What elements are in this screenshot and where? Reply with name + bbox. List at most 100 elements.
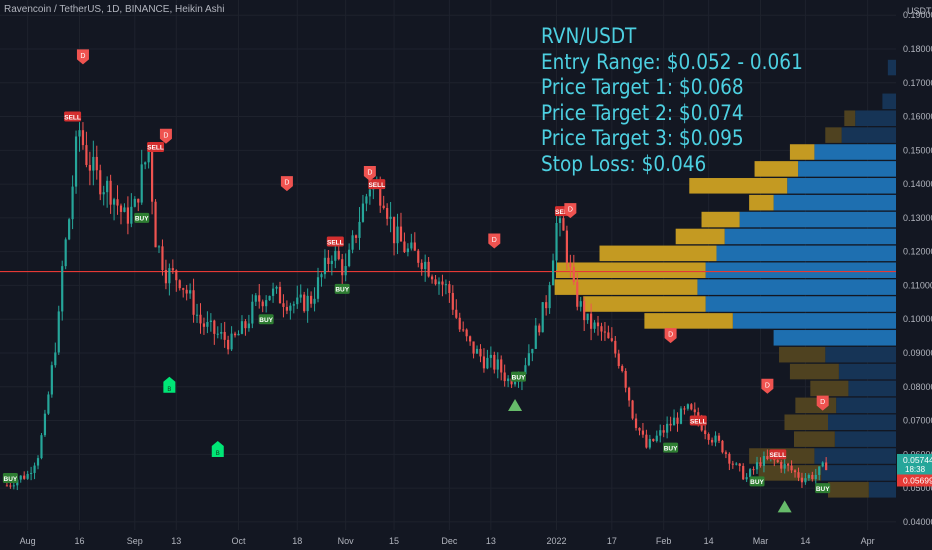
candle-body bbox=[672, 417, 676, 426]
candle-body bbox=[365, 196, 368, 204]
candle-body bbox=[261, 301, 264, 307]
time-axis[interactable]: Aug 16 Sep 13 Oct 18 Nov 15 Dec 13 2022 17 Feb 14 Mar 1… bbox=[0, 530, 932, 550]
candle-body bbox=[19, 475, 22, 480]
candlestick-series bbox=[5, 122, 828, 491]
candle-body bbox=[237, 333, 240, 336]
candle-body bbox=[227, 339, 230, 350]
candle-body bbox=[323, 257, 327, 275]
time-tick-label: 14 bbox=[800, 536, 810, 546]
bearish-diamond-marker bbox=[664, 328, 677, 344]
candle-body bbox=[354, 235, 358, 238]
buy-signal-tag bbox=[334, 283, 350, 294]
volume-profile-up-bar bbox=[887, 59, 896, 76]
volume-profile-up-bar bbox=[739, 211, 896, 228]
candle-body bbox=[296, 297, 299, 305]
time-tick-label: Mar bbox=[753, 536, 769, 546]
candle-body bbox=[410, 242, 413, 249]
candle-body bbox=[759, 462, 762, 466]
candle-body bbox=[683, 408, 686, 410]
volume-profile-up-bar bbox=[787, 178, 896, 194]
candle-body bbox=[793, 470, 797, 473]
candle-body bbox=[334, 250, 337, 261]
candle-body bbox=[330, 260, 333, 265]
candle-body bbox=[303, 294, 306, 312]
candle-body bbox=[455, 309, 458, 318]
candle-body bbox=[106, 180, 109, 193]
candle-body bbox=[482, 356, 486, 369]
volume-profile-up-bar bbox=[828, 414, 896, 431]
candle-body bbox=[724, 452, 728, 454]
candle-body bbox=[496, 359, 499, 370]
buy-signal-tag bbox=[134, 212, 150, 223]
triangle-up-marker bbox=[508, 399, 523, 412]
buy-signal-label: BUY bbox=[135, 216, 149, 223]
buy-signal-tag bbox=[663, 442, 679, 453]
candle-body bbox=[610, 338, 613, 341]
time-tick-label: 14 bbox=[704, 536, 714, 546]
sell-signal-tag bbox=[326, 236, 344, 247]
candle-body bbox=[313, 298, 316, 304]
candle-body bbox=[275, 286, 278, 289]
candle-body bbox=[344, 266, 347, 276]
candle-body bbox=[102, 192, 105, 195]
time-tick-label: Aug bbox=[20, 536, 36, 546]
candle-body bbox=[728, 453, 731, 464]
candle-body bbox=[126, 207, 129, 224]
trade-annotation: RVN/USDT Entry Range: $0.052 - 0.061 Pri… bbox=[541, 24, 845, 178]
bearish-diamond-marker bbox=[761, 378, 774, 394]
candle-body bbox=[510, 378, 513, 385]
reference-price-badge bbox=[897, 474, 932, 487]
bearish-diamond-marker bbox=[76, 49, 89, 65]
candle-body bbox=[244, 321, 247, 329]
time-tick-label: 13 bbox=[486, 536, 496, 546]
candle-body bbox=[5, 485, 9, 487]
volume-profile-up-bar bbox=[773, 194, 896, 211]
time-tick-label: 15 bbox=[389, 536, 399, 546]
candle-body bbox=[168, 268, 171, 284]
candle-body bbox=[9, 485, 12, 487]
candle-body bbox=[157, 246, 161, 248]
grid-lines bbox=[0, 0, 896, 530]
volume-profile-down-bar bbox=[675, 228, 725, 245]
candle-body bbox=[458, 317, 461, 330]
candle-body bbox=[271, 288, 275, 296]
candle-body bbox=[341, 259, 344, 276]
volume-profile-up-bar bbox=[855, 110, 896, 126]
candle-body bbox=[209, 320, 212, 322]
candle-body bbox=[735, 463, 738, 465]
candle-body bbox=[299, 294, 302, 298]
candle-body bbox=[628, 387, 631, 401]
volume-profile-down-bar bbox=[828, 482, 869, 498]
candle-body bbox=[30, 472, 33, 474]
candle-body bbox=[589, 313, 593, 329]
candle-body bbox=[233, 333, 237, 336]
candle-body bbox=[230, 333, 233, 350]
candle-body bbox=[213, 320, 216, 334]
candle-body bbox=[109, 180, 112, 205]
volume-profile-up-bar bbox=[705, 262, 896, 279]
candle-body bbox=[64, 239, 67, 267]
candle-body bbox=[558, 218, 562, 223]
price-tick-label: 0.11000 bbox=[903, 280, 932, 290]
triangle-up-marker bbox=[777, 500, 792, 513]
candle-body bbox=[192, 290, 195, 315]
candle-body bbox=[669, 423, 672, 426]
bearish-marker-letter: D bbox=[163, 132, 168, 139]
volume-profile-down-bar bbox=[789, 144, 815, 160]
annotation-pair: RVN/USDT bbox=[541, 24, 637, 49]
candle-body bbox=[797, 472, 800, 478]
candle-body bbox=[655, 435, 658, 442]
candle-body bbox=[61, 266, 64, 312]
candle-body bbox=[116, 199, 119, 206]
candle-body bbox=[216, 333, 219, 335]
candle-body bbox=[659, 430, 662, 436]
time-tick-label: Nov bbox=[338, 536, 355, 546]
buy-signal-tag bbox=[815, 483, 831, 494]
sell-signal-tag bbox=[147, 141, 165, 152]
candle-body bbox=[202, 323, 206, 327]
bullish-marker bbox=[211, 440, 224, 457]
